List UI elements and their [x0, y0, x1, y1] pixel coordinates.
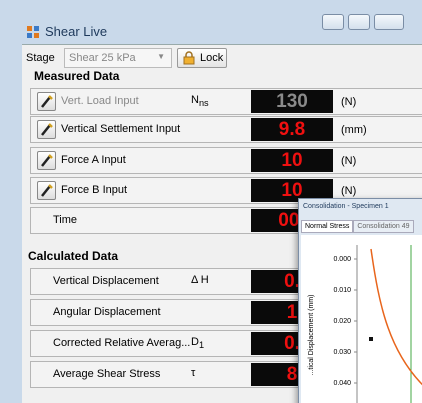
dropdown-arrow: ▼	[157, 52, 165, 61]
close-button[interactable]	[374, 14, 404, 30]
symbol: D	[191, 336, 199, 348]
overlay-window: Consolidation - Specimen 1 Normal Stress…	[298, 198, 422, 403]
row-label: Force B Input	[61, 184, 128, 196]
symbol-subscript: 1	[198, 340, 205, 351]
pen-icon	[41, 95, 53, 108]
edit-button[interactable]	[37, 92, 56, 111]
row-label: Vertical Displacement	[53, 275, 159, 287]
lock-button[interactable]: Lock	[177, 48, 227, 68]
data-row: Force A Input 10 (N)	[30, 147, 422, 174]
chart-panel: ...tical Displacement (mm) 0.000 0.010 0.0…	[301, 235, 422, 403]
y-tick-label: 0.020	[333, 318, 351, 325]
group-title: Measured Data	[34, 69, 120, 83]
app-icon	[27, 26, 39, 38]
row-label: Vertical Settlement Input	[61, 123, 181, 135]
pen-icon	[41, 184, 53, 197]
data-row: Vert. Load Input Nns 130 (N)	[30, 88, 422, 115]
pen-icon	[41, 123, 53, 136]
row-label: Time	[53, 214, 78, 226]
y-tick-label: 0.010	[333, 287, 351, 294]
stage-label: Stage	[26, 52, 55, 64]
unit: (mm)	[341, 124, 367, 136]
unit: (N)	[341, 155, 357, 167]
y-tick-label: 0.040	[333, 380, 351, 387]
symbol-subscript: ns	[198, 98, 209, 109]
row-symbol: D1	[191, 336, 204, 350]
tab-strip: Normal Stress Consolidation 49	[301, 220, 422, 234]
lock-icon	[183, 51, 195, 65]
stage-value: Shear 25 kPa	[69, 52, 136, 64]
row-label: Vert. Load Input	[61, 95, 139, 107]
row-symbol: Nns	[191, 94, 209, 108]
symbol: N	[191, 94, 199, 106]
value-display: 130	[251, 90, 333, 113]
unit: (N)	[341, 185, 357, 197]
row-label: Corrected Relative Averag...	[53, 337, 191, 349]
data-row: Vertical Settlement Input 9.8 (mm)	[30, 116, 422, 143]
maximize-button[interactable]	[348, 14, 370, 30]
point-marker	[369, 337, 373, 341]
minimize-button[interactable]	[322, 14, 344, 30]
chart: ...tical Displacement (mm) 0.000 0.010 0.0…	[308, 245, 422, 403]
tab: Normal Stress	[301, 220, 354, 233]
value-display: 10	[251, 149, 333, 172]
unit: (N)	[341, 96, 357, 108]
row-symbol: Δ H	[191, 274, 209, 286]
y-tick-label: 0.000	[333, 256, 351, 263]
window-title: Shear Live	[45, 24, 108, 39]
value-display: 9.8	[251, 118, 333, 141]
lock-text: Lock	[200, 52, 224, 64]
tab: Consolidation 49	[353, 220, 414, 233]
edit-button[interactable]	[37, 181, 56, 200]
edit-button[interactable]	[37, 120, 56, 139]
symbol: Δ H	[191, 274, 209, 286]
pen-icon	[41, 154, 53, 167]
row-symbol: τ	[191, 367, 195, 379]
row-label: Force A Input	[61, 154, 126, 166]
value-display: 10	[251, 179, 333, 202]
symbol: τ	[191, 367, 196, 379]
y-tick-label: 0.030	[333, 349, 351, 356]
row-label: Average Shear Stress	[53, 368, 161, 380]
edit-button[interactable]	[37, 151, 56, 170]
stage-combobox[interactable]: Shear 25 kPa ▼	[64, 48, 172, 68]
overlay-title: Consolidation - Specimen 1	[303, 203, 389, 210]
y-axis-label: ...tical Displacement (mm)	[308, 295, 315, 376]
curve	[370, 248, 422, 386]
group-title: Calculated Data	[28, 249, 119, 263]
row-label: Angular Displacement	[53, 306, 161, 318]
